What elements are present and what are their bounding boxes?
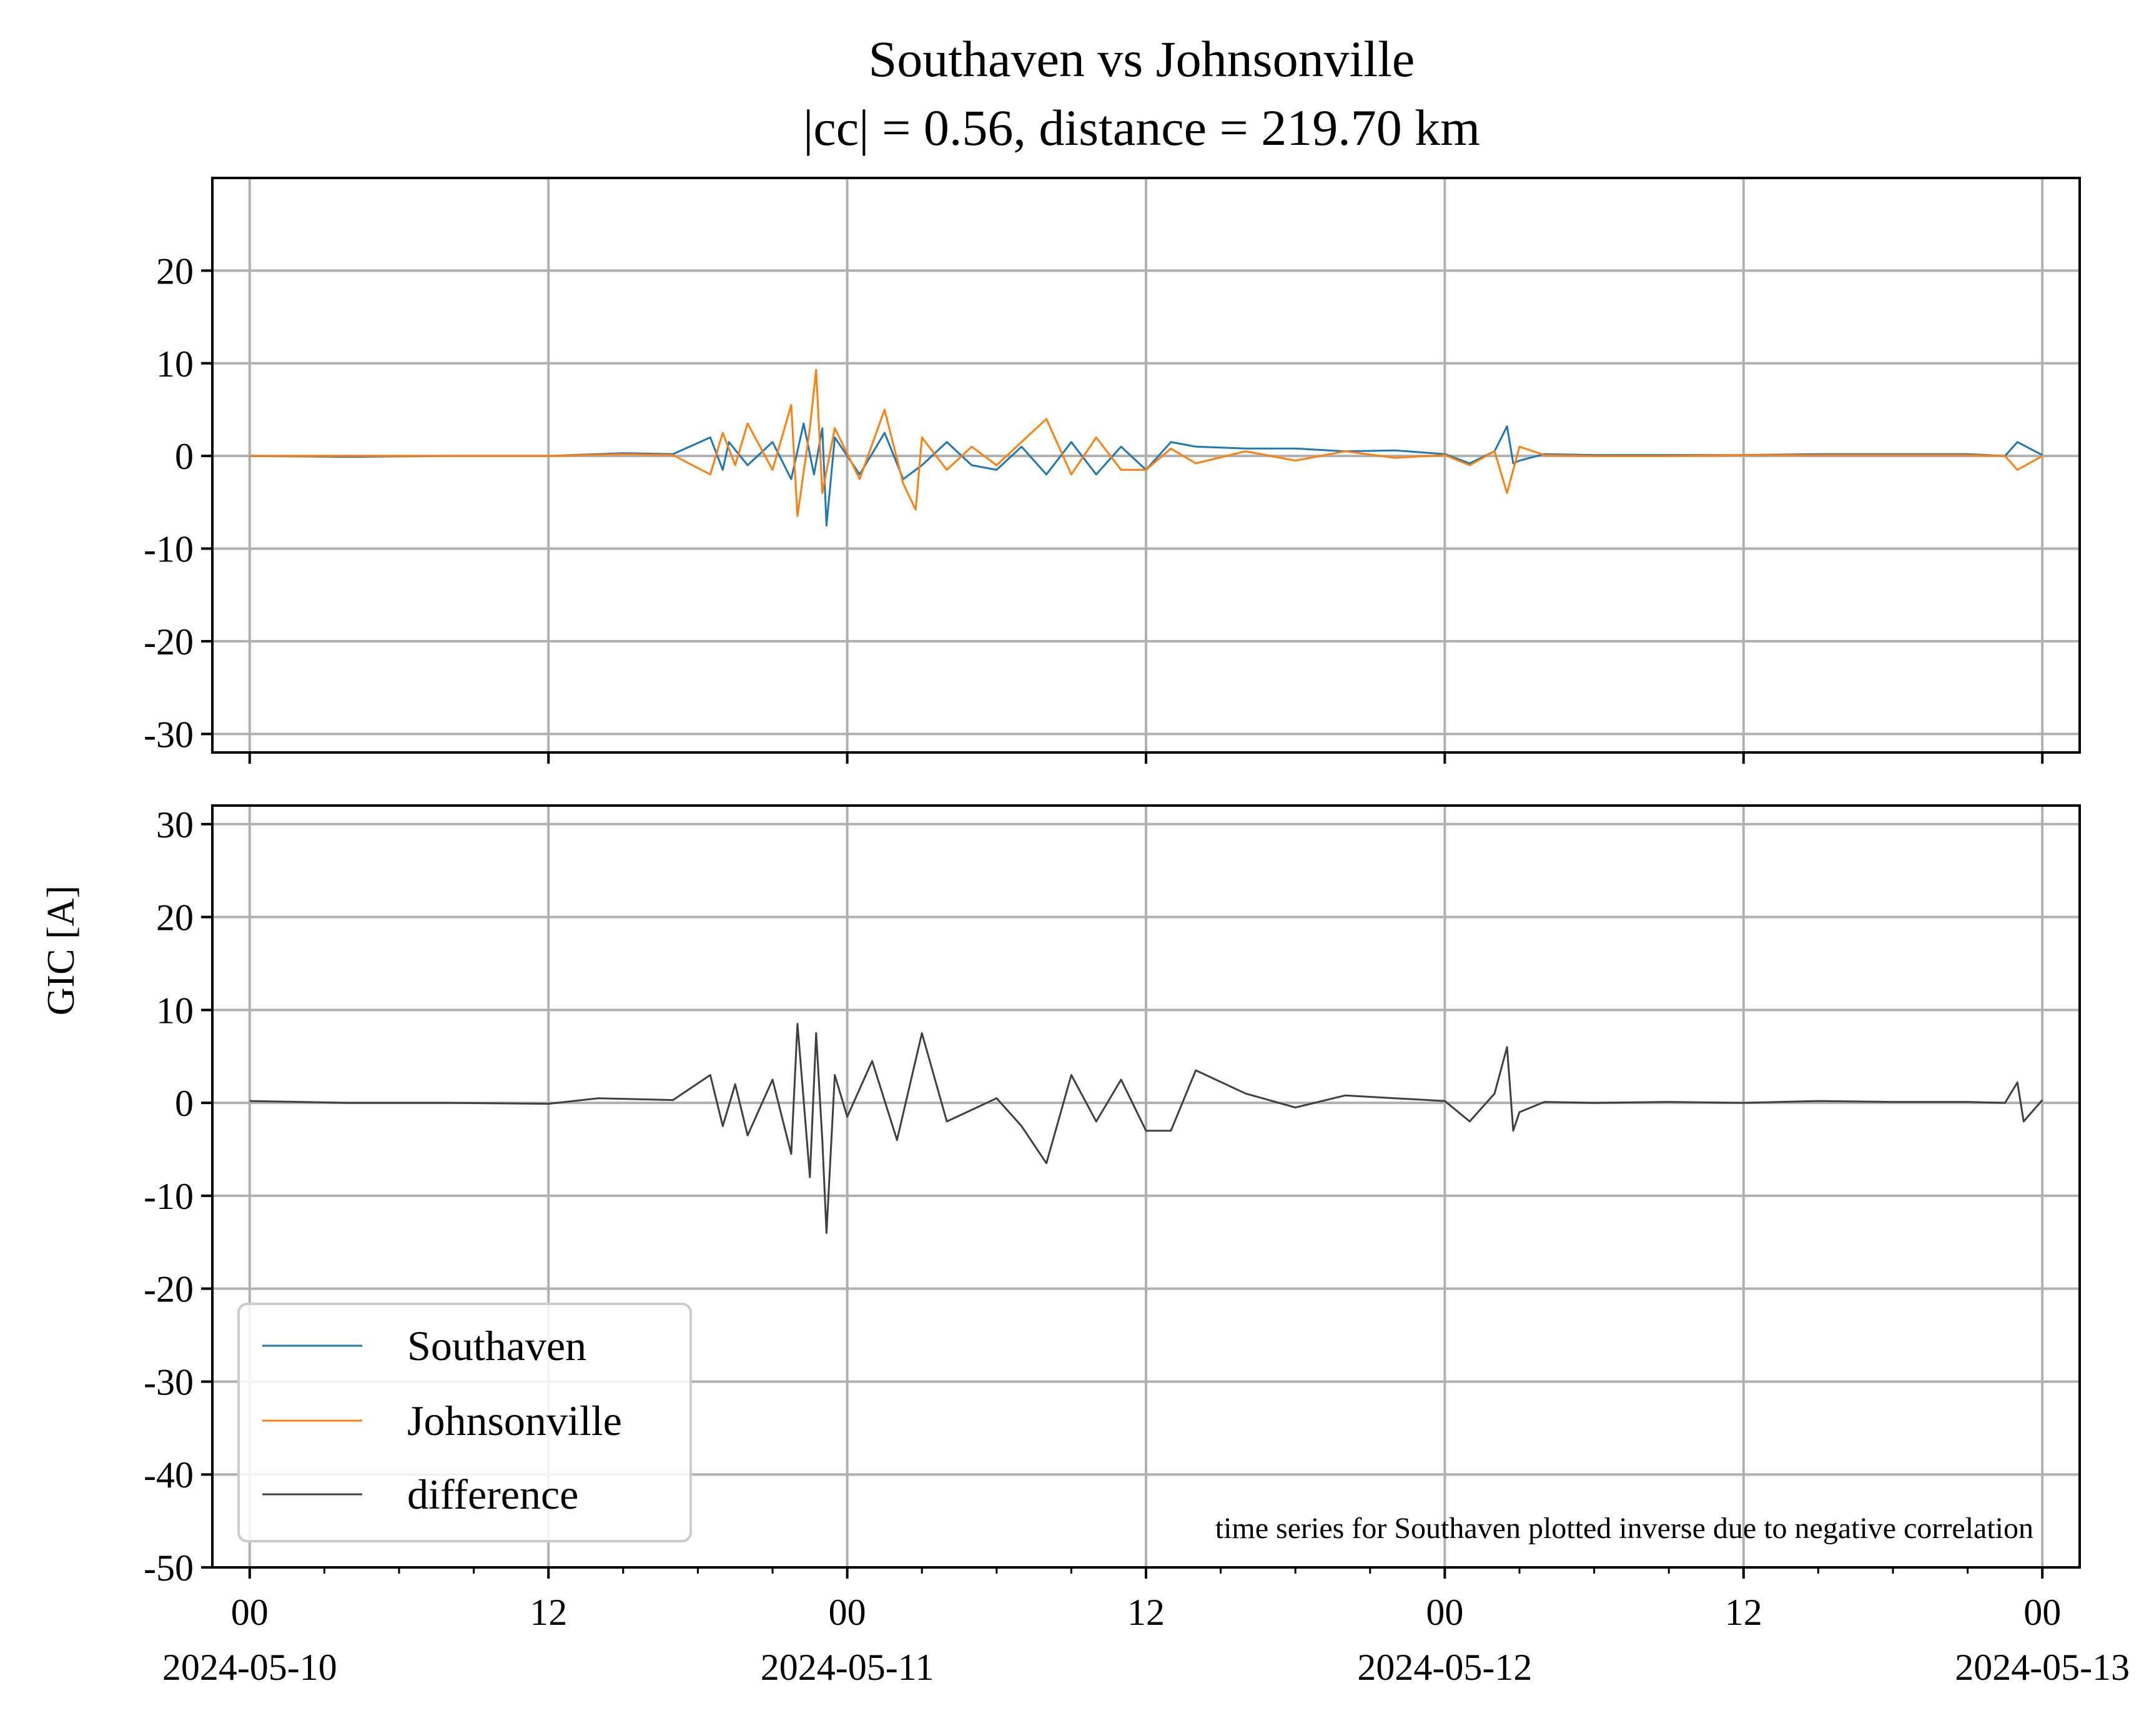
x-tick-label-3: 12 bbox=[1127, 1592, 1165, 1633]
top-series bbox=[249, 368, 2043, 526]
x-tick-label-5: 12 bbox=[1725, 1592, 1762, 1633]
legend-box bbox=[237, 1303, 692, 1542]
bottom-ytick-label-2: 10 bbox=[156, 990, 194, 1031]
top-ytick-label-1: 10 bbox=[156, 343, 194, 385]
top-ytick-label-0: 20 bbox=[156, 250, 194, 292]
x-tick-label-6: 00 bbox=[2023, 1592, 2061, 1633]
top-series-johnsonville bbox=[249, 368, 2043, 518]
bottom-ytick-label-0: 30 bbox=[156, 804, 194, 846]
x-tick-label-0: 00 bbox=[231, 1592, 269, 1633]
legend-label-southaven: Southaven bbox=[407, 1322, 586, 1369]
x-tick-label-2: 00 bbox=[829, 1592, 866, 1633]
bottom-ytick-label-5: -20 bbox=[144, 1269, 194, 1310]
bottom-axes: 30 20 10 0 -10 -20 -30 -40 -50 00 2024-05-10 12 00 20… bbox=[144, 804, 2130, 1688]
top-ytick-label-2: 0 bbox=[175, 436, 194, 477]
bottom-ytick-label-6: -30 bbox=[144, 1361, 194, 1403]
bottom-series-difference bbox=[249, 1023, 2043, 1234]
bottom-ytick-label-7: -40 bbox=[144, 1454, 194, 1496]
bottom-ytick-label-1: 20 bbox=[156, 897, 194, 939]
top-ytick-label-3: -10 bbox=[144, 529, 194, 570]
x-tick-date-6: 2024-05-13 bbox=[1955, 1647, 2130, 1688]
chart-title: Southaven vs Johnsonville bbox=[869, 31, 1415, 87]
x-tick-label-1: 12 bbox=[530, 1592, 567, 1633]
top-axes: 20 10 0 -10 -20 -30 bbox=[144, 177, 2081, 764]
bottom-ytick-label-3: 0 bbox=[175, 1083, 194, 1124]
annotation-note: time series for Southaven plotted invers… bbox=[1215, 1512, 2033, 1545]
top-ytick-label-4: -20 bbox=[144, 621, 194, 663]
bottom-panel: 30 20 10 0 -10 -20 -30 -40 -50 00 2024-05-10 12 00 20… bbox=[144, 804, 2130, 1688]
x-tick-label-4: 00 bbox=[1426, 1592, 1463, 1633]
top-ytick-label-5: -30 bbox=[144, 714, 194, 755]
x-tick-date-4: 2024-05-12 bbox=[1357, 1647, 1532, 1688]
legend-label-difference: difference bbox=[407, 1471, 578, 1518]
legend-label-johnsonville: Johnsonville bbox=[407, 1397, 622, 1444]
chart-subtitle: |cc| = 0.56, distance = 219.70 km bbox=[803, 99, 1480, 156]
legend: Southaven Johnsonville difference bbox=[237, 1303, 692, 1542]
x-tick-date-2: 2024-05-11 bbox=[761, 1647, 934, 1688]
bottom-ytick-label-8: -50 bbox=[144, 1547, 194, 1589]
top-panel: 20 10 0 -10 -20 -30 bbox=[144, 177, 2081, 764]
bottom-series bbox=[249, 1023, 2043, 1234]
y-axis-label: GIC [A] bbox=[40, 885, 82, 1015]
x-tick-date-0: 2024-05-10 bbox=[162, 1647, 337, 1688]
bottom-ytick-label-4: -10 bbox=[144, 1176, 194, 1217]
